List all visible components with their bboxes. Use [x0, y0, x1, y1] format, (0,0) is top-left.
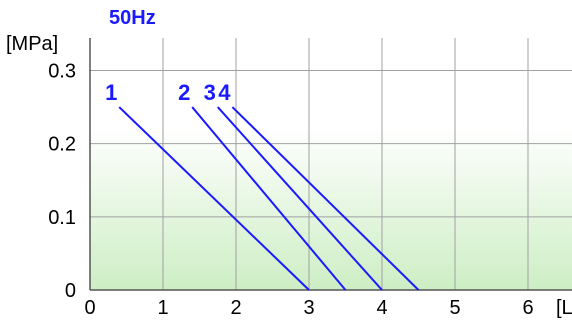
x-tick-label: 2	[230, 297, 241, 319]
series-label-2: 2	[178, 80, 190, 105]
series-lines	[118, 106, 420, 291]
x-tick-label: 6	[522, 297, 533, 319]
y-tick-label: 0.2	[48, 134, 76, 156]
x-tick-label: 5	[449, 297, 460, 319]
series-line-3	[217, 106, 383, 291]
grid	[90, 38, 572, 290]
chart-title: 50Hz	[109, 7, 156, 29]
y-tick-label: 0.3	[48, 60, 76, 82]
y-tick-label: 0.1	[48, 207, 76, 229]
series-label-3: 3	[204, 80, 216, 105]
x-tick-label: 1	[157, 297, 168, 319]
x-tick-label: 3	[303, 297, 314, 319]
series-label-1: 1	[105, 80, 117, 105]
tick-labels: 0 1 2 3 4 5 600.10.20.3	[48, 60, 533, 319]
series-label-4: 4	[218, 80, 231, 105]
x-tick-label: 4	[376, 297, 387, 319]
series-line-1	[118, 106, 310, 291]
series-line-4	[231, 106, 420, 291]
plot-area	[90, 38, 572, 290]
x-axis-label: [L	[556, 297, 572, 319]
axes	[89, 38, 572, 291]
series-line-2	[191, 106, 347, 291]
x-tick-label: 0	[84, 297, 95, 319]
y-tick-label: 0	[65, 280, 76, 302]
y-axis-label: [MPa]	[6, 33, 58, 55]
